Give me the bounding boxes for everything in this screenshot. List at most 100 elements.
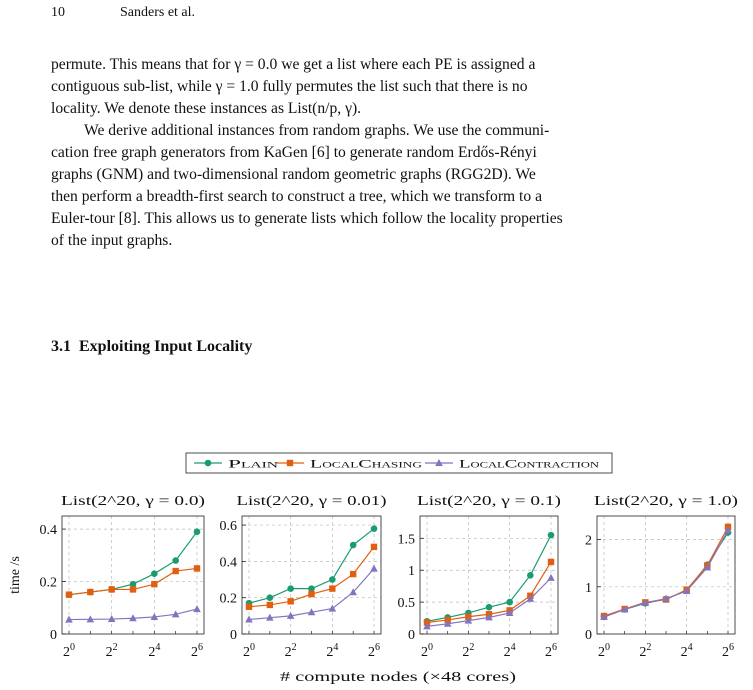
- legend-label: LocalContraction: [459, 457, 599, 471]
- text-line: of the input graphs.: [51, 232, 173, 249]
- data-point: [370, 525, 378, 533]
- data-point: [485, 603, 493, 611]
- data-point: [65, 591, 73, 598]
- data-point: [662, 594, 670, 602]
- data-point: [349, 570, 357, 578]
- series-line: [603, 532, 729, 617]
- data-point: [724, 526, 732, 534]
- legend-marker: [204, 459, 212, 467]
- page-number: 10: [51, 5, 65, 20]
- data-point: [308, 590, 315, 598]
- section-number: 3.1: [51, 338, 71, 355]
- data-point: [171, 610, 180, 618]
- data-point: [526, 594, 535, 602]
- data-point: [129, 580, 137, 588]
- text-line: Euler-tour [8]. This allows us to genera…: [51, 210, 563, 227]
- data-point: [129, 586, 137, 593]
- data-point: [87, 588, 94, 596]
- x-tick-label: 26: [368, 642, 380, 660]
- y-tick-label: 0: [408, 628, 415, 643]
- data-point: [193, 565, 201, 572]
- data-point: [193, 605, 201, 613]
- y-tick-label: 0: [585, 628, 592, 643]
- y-tick-label: 0.6: [220, 519, 238, 534]
- data-point: [150, 612, 159, 620]
- x-tick-label: 20: [63, 642, 75, 660]
- data-point: [108, 586, 115, 593]
- legend-box: [185, 452, 613, 474]
- data-point: [547, 573, 555, 581]
- y-tick-label: 0.4: [40, 523, 58, 538]
- data-point: [485, 613, 493, 621]
- data-point: [443, 619, 452, 627]
- data-point: [600, 613, 608, 621]
- text-line: contiguous sub-list, while γ = 1.0 fully…: [51, 78, 528, 95]
- data-point: [328, 604, 337, 612]
- y-tick-label: 0: [230, 628, 237, 643]
- x-tick-label: 20: [598, 642, 610, 660]
- data-point: [151, 570, 158, 577]
- data-point: [307, 608, 316, 616]
- x-tick-label: 26: [722, 642, 734, 660]
- data-point: [287, 585, 294, 592]
- text-line: cation free graph generators from KaGen …: [51, 144, 537, 161]
- text-line: then perform a breadth-first search to c…: [51, 188, 543, 205]
- text-line: permute. This means that for γ = 0.0 we …: [51, 56, 536, 73]
- y-tick-label: 1.5: [398, 532, 416, 547]
- y-tick-label: 0.2: [40, 576, 58, 591]
- data-point: [151, 580, 158, 588]
- data-point: [682, 587, 691, 595]
- data-point: [329, 585, 336, 592]
- data-point: [464, 616, 473, 624]
- legend-label: LocalChasing: [310, 457, 422, 471]
- legend-label: Plain: [228, 457, 278, 471]
- data-point: [287, 598, 294, 605]
- data-point: [423, 622, 431, 630]
- text-line: graphs (GNM) and two-dimensional random …: [51, 166, 536, 183]
- chart-legend: Plain LocalChasing LocalContraction: [185, 452, 613, 474]
- x-tick-label: 26: [545, 642, 557, 660]
- data-point: [329, 576, 336, 583]
- data-point: [308, 585, 315, 592]
- x-tick-label: 26: [191, 642, 203, 660]
- x-tick-label: 24: [148, 642, 160, 660]
- data-point: [641, 598, 650, 606]
- data-point: [349, 588, 357, 596]
- chart-panel: List(2^20, γ = 0.1) 0 0.5 1 1.5 20 22 24 26: [398, 494, 562, 660]
- data-point: [547, 558, 555, 566]
- data-point: [107, 615, 116, 623]
- x-tick-label: 20: [243, 642, 255, 660]
- section-title: Exploiting Input Locality: [79, 338, 253, 355]
- plot-frame: [596, 515, 736, 635]
- y-axis-label: time /s: [8, 556, 23, 594]
- legend-marker: [286, 459, 294, 467]
- figure-line-charts: Plain LocalChasing LocalContraction List(2^…: [8, 452, 738, 685]
- data-point: [266, 613, 274, 621]
- x-tick-label: 22: [285, 642, 297, 660]
- data-point: [547, 531, 555, 539]
- data-point: [506, 598, 513, 606]
- section-heading: 3.1 Exploiting Input Locality: [51, 338, 252, 356]
- x-axis-label: # compute nodes (×48 cores): [280, 670, 516, 685]
- data-point: [505, 608, 514, 616]
- panel-title: List(2^20, γ = 0.0): [61, 494, 205, 509]
- data-point: [266, 594, 274, 601]
- data-point: [245, 615, 253, 623]
- data-point: [86, 615, 95, 623]
- chart-panel: List(2^20, γ = 0.0) 0 0.2 0.4 20 22 24 26: [40, 494, 206, 660]
- running-authors: Sanders et al.: [120, 5, 196, 20]
- chart-panel: List(2^20, γ = 0.01) 0 0.2 0.4 0.6 20 22 24 26: [220, 494, 387, 660]
- data-point: [286, 611, 295, 619]
- data-point: [349, 541, 357, 549]
- data-point: [172, 557, 179, 564]
- x-tick-label: 24: [326, 642, 338, 660]
- data-point: [65, 615, 73, 623]
- page-header: 10 Sanders et al.: [51, 5, 195, 21]
- paragraph-2: We derive additional instances from rand…: [51, 120, 741, 252]
- plot-frame: [241, 515, 382, 635]
- chart-panel: List(2^20, γ = 1.0) 0 1 2 20 22 24 26: [585, 494, 738, 660]
- panel-title: List(2^20, γ = 0.1): [417, 494, 561, 509]
- y-tick-label: 0.4: [220, 555, 238, 570]
- text-line: We derive additional instances from rand…: [84, 122, 550, 139]
- y-tick-label: 0.2: [220, 592, 238, 607]
